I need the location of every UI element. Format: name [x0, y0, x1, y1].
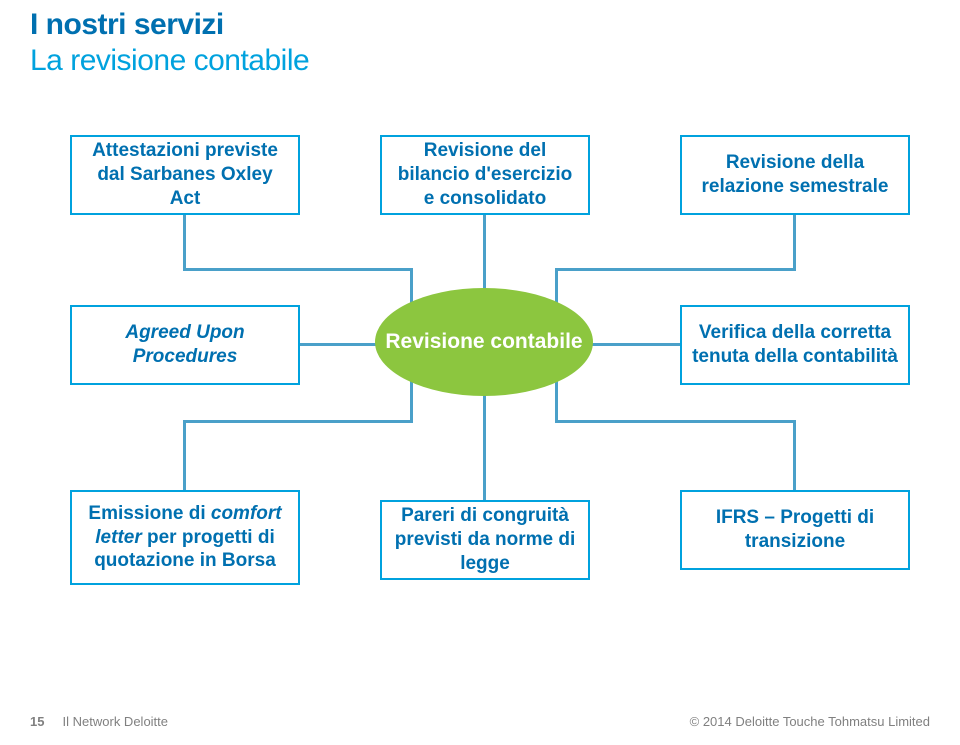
connector: [183, 420, 186, 490]
box-bot-right: IFRS – Progetti di transizione: [680, 490, 910, 570]
footer-left: 15 Il Network Deloitte: [30, 714, 168, 729]
box-bot-left: Emissione di comfort letter per progetti…: [70, 490, 300, 585]
ellipse-label: Revisione contabile: [385, 329, 582, 354]
footer-copyright: © 2014 Deloitte Touche Tohmatsu Limited: [690, 714, 930, 729]
slide: I nostri servizi La revisione contabile …: [0, 0, 960, 745]
box-label: Agreed Upon Procedures: [82, 321, 288, 369]
box-label: Revisione del bilancio d'esercizio e con…: [392, 139, 578, 210]
box-label: Revisione della relazione semestrale: [692, 151, 898, 199]
box-top-center: Revisione del bilancio d'esercizio e con…: [380, 135, 590, 215]
box-label: Attestazioni previste dal Sarbanes Oxley…: [82, 139, 288, 210]
connector: [555, 268, 796, 271]
connector: [410, 380, 413, 423]
diagram: Attestazioni previste dal Sarbanes Oxley…: [0, 0, 960, 745]
box-label: Emissione di comfort letter per progetti…: [82, 502, 288, 573]
connector: [183, 268, 413, 271]
box-label: Pareri di congruità previsti da norme di…: [392, 504, 578, 575]
box-top-right: Revisione della relazione semestrale: [680, 135, 910, 215]
connector: [590, 343, 680, 346]
connector: [793, 215, 796, 270]
box-top-left: Attestazioni previste dal Sarbanes Oxley…: [70, 135, 300, 215]
connector: [793, 420, 796, 490]
connector: [555, 420, 796, 423]
text: Emissione di: [88, 503, 210, 524]
box-bot-center: Pareri di congruità previsti da norme di…: [380, 500, 590, 580]
box-label: IFRS – Progetti di transizione: [692, 506, 898, 554]
connector: [300, 343, 380, 346]
connector: [483, 390, 486, 500]
page-number: 15: [30, 714, 44, 729]
box-label: Verifica della corretta tenuta della con…: [692, 321, 898, 369]
connector: [483, 215, 486, 295]
box-mid-right: Verifica della corretta tenuta della con…: [680, 305, 910, 385]
footer-doc-title: Il Network Deloitte: [63, 714, 168, 729]
box-mid-left: Agreed Upon Procedures: [70, 305, 300, 385]
connector: [183, 215, 186, 270]
connector: [555, 380, 558, 423]
center-ellipse: Revisione contabile: [375, 288, 593, 396]
connector: [183, 420, 413, 423]
